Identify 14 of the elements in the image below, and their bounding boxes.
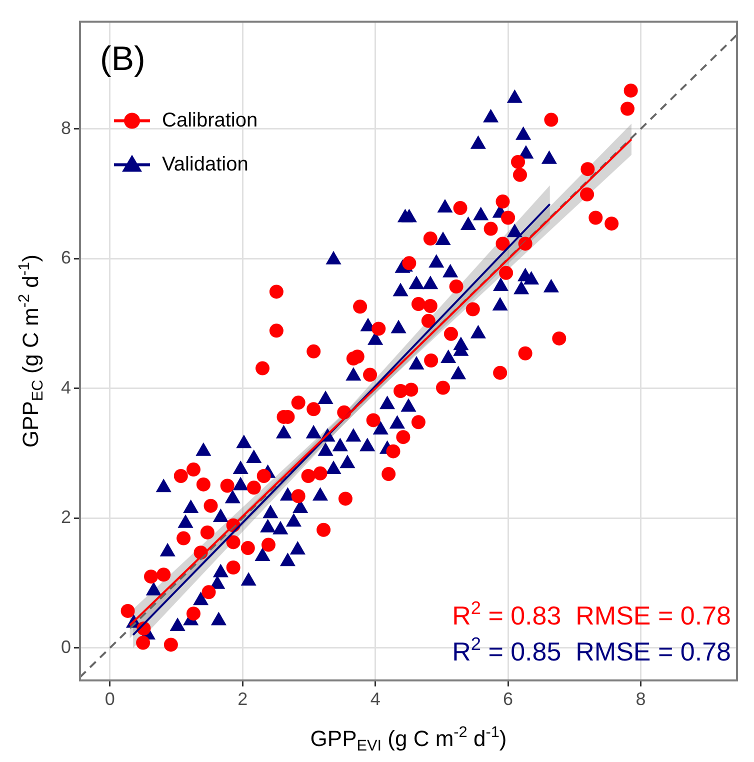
y-tick-label: 0 <box>60 636 72 657</box>
x-tick-label: 6 <box>503 689 514 710</box>
y-tick-label: 8 <box>60 118 72 138</box>
y-tick-label: 4 <box>60 377 72 398</box>
legend-label: Calibration <box>162 109 258 132</box>
x-tick-label: 2 <box>238 689 248 710</box>
legend-label: Validation <box>162 153 248 176</box>
y-axis-title: GPPEC (g C m-2 d-1) <box>16 254 46 448</box>
y-tick-label: 2 <box>60 507 72 528</box>
x-tick-label: 0 <box>104 689 115 710</box>
x-tick-label: 4 <box>370 689 380 710</box>
y-tick-label: 6 <box>60 248 72 268</box>
x-tick-label: 8 <box>636 689 646 710</box>
annotation: (B) <box>100 40 146 78</box>
